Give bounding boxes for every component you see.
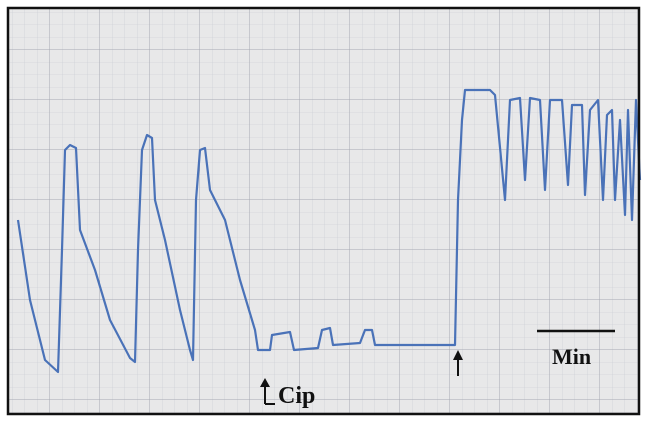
drug-label: Cip [278, 383, 315, 409]
drug-arrow [260, 378, 275, 405]
paper-sheen [8, 8, 639, 414]
paper-grid [8, 8, 639, 414]
figure-border [6, 6, 641, 416]
time-scale-label: Min [552, 344, 591, 369]
washout-arrow [453, 350, 463, 376]
contraction-trace [16, 88, 642, 374]
